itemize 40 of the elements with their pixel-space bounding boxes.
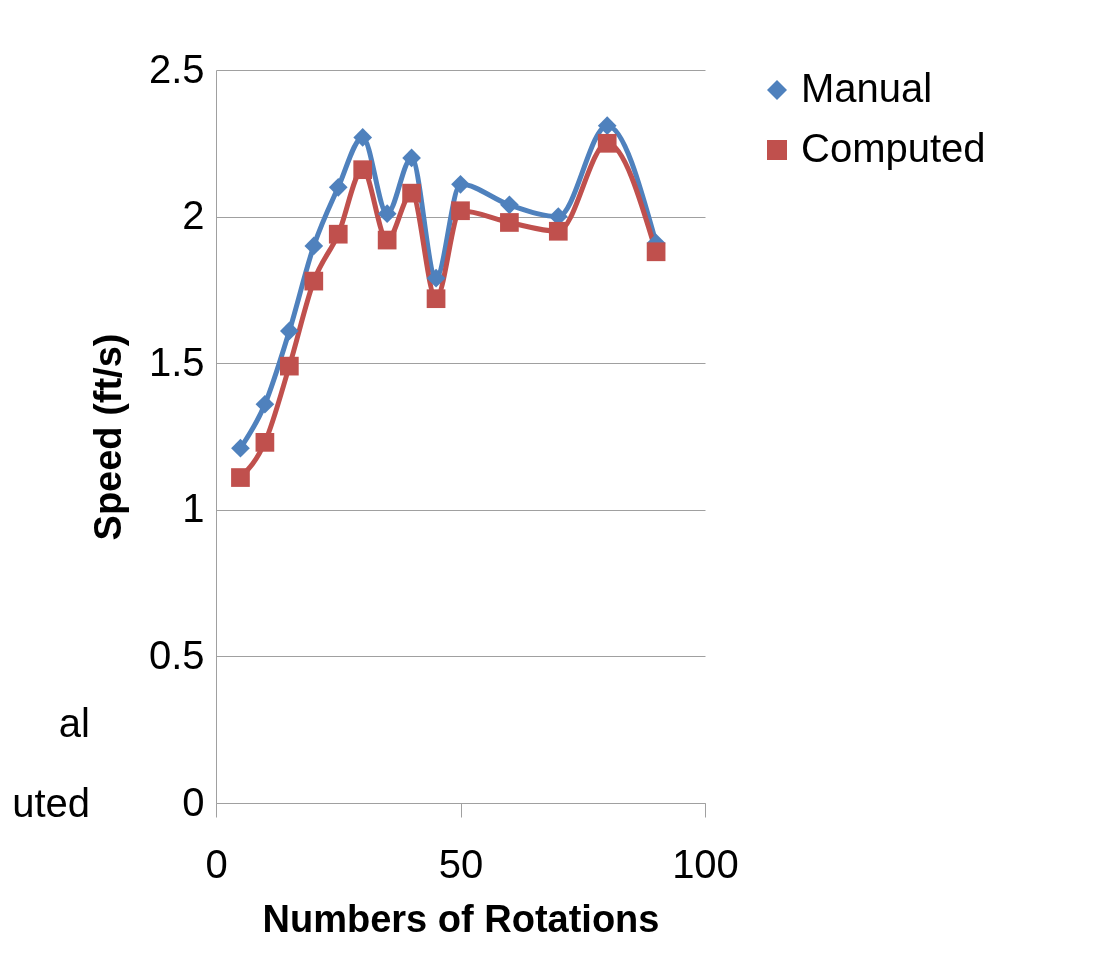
text: uted xyxy=(12,781,90,825)
legend-label: Computed xyxy=(801,126,986,170)
point xyxy=(597,116,617,136)
point xyxy=(231,468,250,487)
point xyxy=(255,433,275,452)
point xyxy=(353,128,373,147)
y-tick-label: 2 xyxy=(182,193,205,238)
point xyxy=(377,204,397,224)
y-tick-label: 1.5 xyxy=(148,339,205,384)
point xyxy=(377,230,397,250)
point xyxy=(426,268,446,288)
point xyxy=(255,394,275,414)
point xyxy=(280,356,299,376)
y-tick-label: 2.5 xyxy=(148,46,205,91)
point xyxy=(328,224,348,244)
point xyxy=(304,236,324,256)
x-tick-label: 100 xyxy=(672,841,739,886)
point xyxy=(304,271,324,291)
x-tick-label: 50 xyxy=(438,841,484,886)
y-tick-label: 0 xyxy=(182,779,205,824)
point xyxy=(548,221,568,241)
point xyxy=(328,177,348,197)
y-axis-title: Speed (ft/s) xyxy=(86,333,129,541)
point xyxy=(402,148,421,168)
point xyxy=(646,242,666,262)
point xyxy=(280,321,299,341)
point xyxy=(451,174,470,194)
legend-label: Manual xyxy=(801,66,933,110)
point xyxy=(500,213,519,232)
y-tick-label: 1 xyxy=(182,486,205,531)
point xyxy=(500,195,519,215)
point xyxy=(451,201,470,221)
point xyxy=(231,438,250,458)
point xyxy=(353,160,373,180)
point xyxy=(402,183,421,203)
point xyxy=(597,133,617,153)
text: al xyxy=(58,701,90,745)
x-axis-title: Numbers of Rotations xyxy=(262,897,660,940)
point xyxy=(426,289,446,309)
y-tick-label: 0.5 xyxy=(148,632,205,677)
